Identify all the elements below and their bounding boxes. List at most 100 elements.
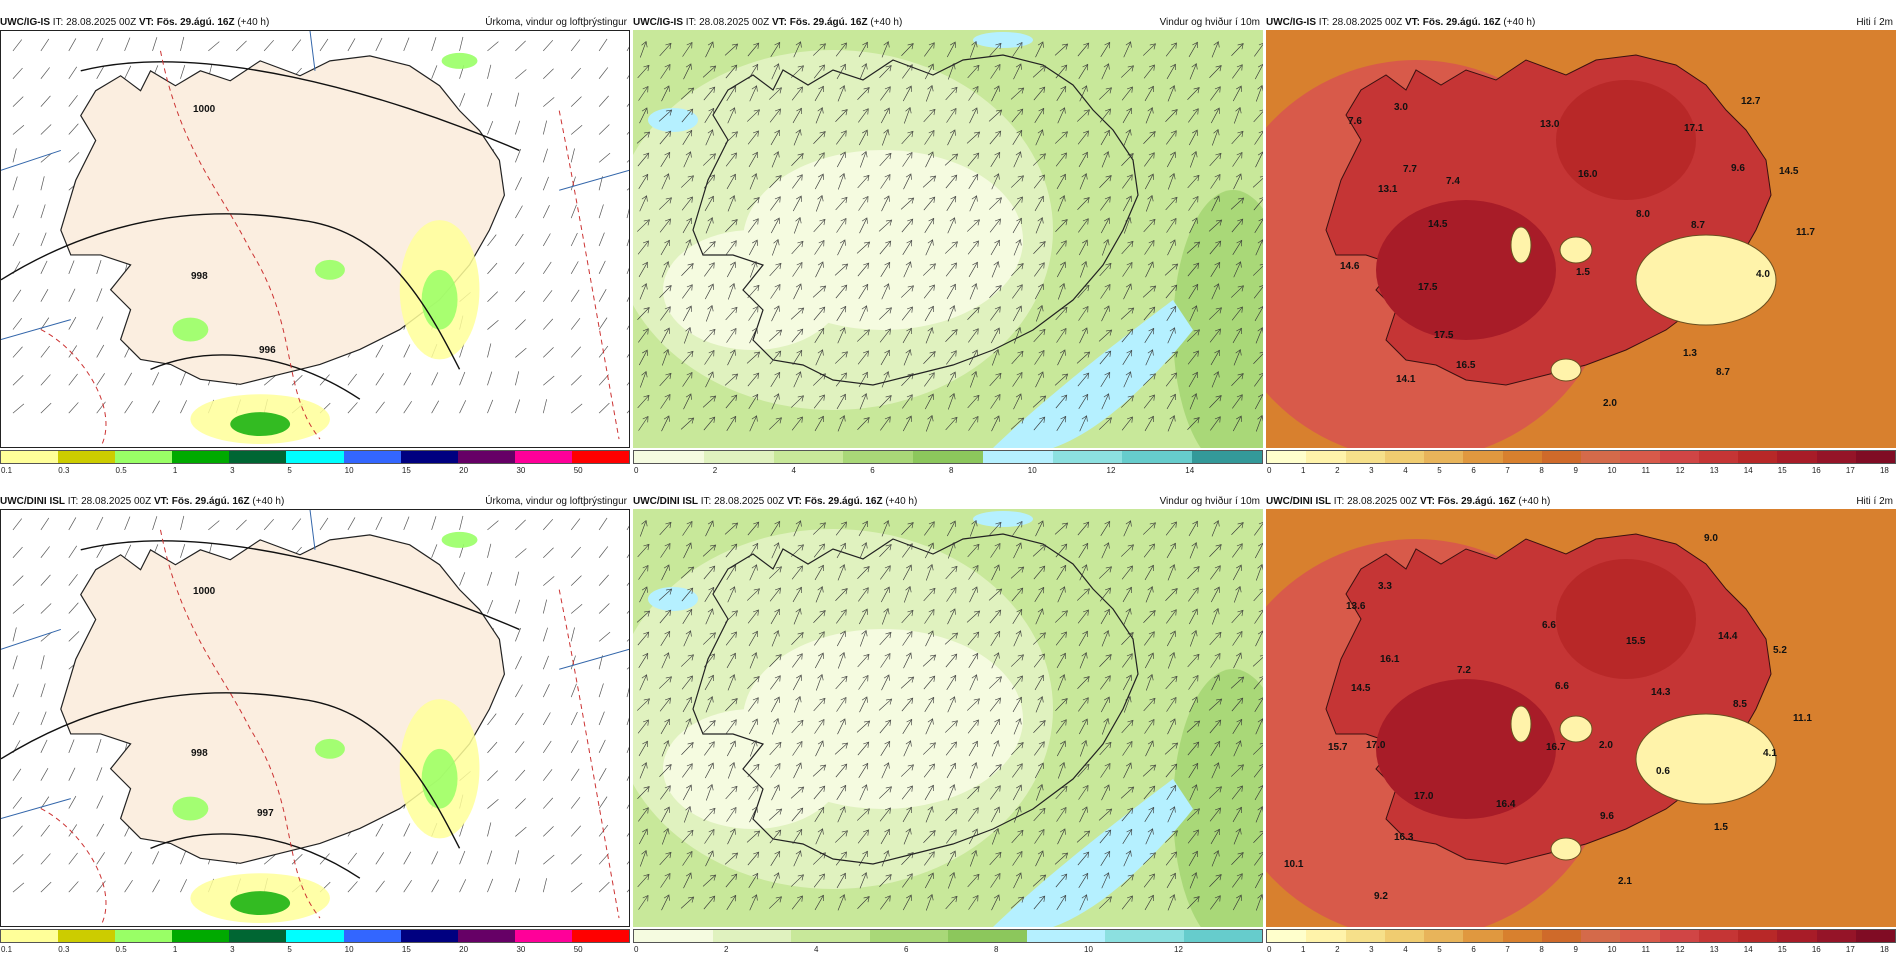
colorbar — [633, 929, 1263, 943]
colorbar-tick-label: 15 — [401, 466, 411, 475]
colorbar-tick-label: 3 — [230, 466, 235, 475]
colorbar-swatch — [1105, 930, 1184, 942]
colorbar — [0, 929, 630, 943]
map-value-label: 4.1 — [1763, 748, 1777, 759]
valid-time: VT: Fös. 29.ágú. 16Z — [1419, 496, 1516, 507]
colorbar-swatch — [1122, 451, 1193, 463]
colorbar-swatch — [1, 930, 59, 942]
colorbar-tick-label: 5 — [287, 466, 292, 475]
wind-arrows — [636, 519, 1263, 911]
colorbar-swatch — [400, 451, 458, 463]
map-value-label: 16.3 — [1394, 832, 1414, 843]
colorbar-tick-label: 8 — [1539, 945, 1544, 954]
model-name: UWC/IG-IS — [1266, 17, 1316, 28]
colorbar-swatch — [1384, 451, 1424, 463]
map-canvas — [1266, 30, 1896, 448]
map-value-label: 13.0 — [1540, 119, 1560, 130]
model-name: UWC/DINI ISL — [633, 496, 698, 507]
map-value-label: 14.6 — [1340, 261, 1360, 272]
colorbar-tick-label: 13 — [1709, 945, 1719, 954]
colorbar-tick-label: 0.1 — [1, 945, 13, 954]
colorbar-swatch — [1855, 930, 1895, 942]
colorbar-swatch — [115, 451, 173, 463]
colorbar-tick-label: 4 — [1403, 945, 1408, 954]
colorbar-tick-label: 7 — [1505, 466, 1510, 475]
map-value-label: 8.7 — [1691, 220, 1705, 231]
map-value-label: 3.0 — [1394, 102, 1408, 113]
colorbar-ticks: 0 2 4 6 8 10 12 — [633, 945, 1263, 955]
valid-time: VT: Fös. 29.ágú. 16Z — [786, 496, 883, 507]
map-value-label: 2.0 — [1599, 740, 1613, 751]
glacier-vatnajokull — [1635, 234, 1777, 326]
colorbar-swatch — [1816, 451, 1856, 463]
colorbar-swatch — [1267, 451, 1307, 463]
map-value-label: 2.1 — [1618, 876, 1632, 887]
init-time: IT: 28.08.2025 00Z — [67, 496, 152, 507]
map-value-label: 9.6 — [1731, 163, 1745, 174]
precip-areas — [172, 52, 480, 445]
colorbar-swatch — [1345, 451, 1385, 463]
colorbar-tick-label: 8 — [949, 466, 954, 475]
model-name: UWC/IG-IS — [633, 17, 683, 28]
colorbar-swatch — [1541, 930, 1581, 942]
colorbar-ticks: 0 1 2 3 4 5 6 7 8 9 10 11 12 13 14 15 16 17 18 — [1266, 466, 1896, 476]
map-value-label: 15.5 — [1626, 636, 1646, 647]
colorbar-tick-label: 3 — [1369, 945, 1374, 954]
lead-time: (+40 h) — [885, 496, 918, 507]
map-value-label: 0.6 — [1656, 766, 1670, 777]
model-name: UWC/IG-IS — [0, 17, 50, 28]
colorbar-swatch — [634, 930, 713, 942]
map-value-label: 5.2 — [1773, 645, 1787, 656]
map-value-label: 8.5 — [1733, 699, 1747, 710]
colorbar-swatch — [343, 930, 401, 942]
lead-time: (+40 h) — [237, 17, 270, 28]
forecast-panel-precip: UWC/DINI ISL IT: 28.08.2025 00Z VT: Fös.… — [0, 495, 630, 955]
map-value-label: 17.5 — [1434, 330, 1454, 341]
colorbar-tick-label: 17 — [1845, 945, 1855, 954]
colorbar-tick-label: 7 — [1505, 945, 1510, 954]
map-value-label: 11.1 — [1793, 713, 1812, 724]
map-value-label: 1.5 — [1576, 267, 1590, 278]
colorbar-swatch — [1581, 930, 1621, 942]
colorbar-tick-label: 10 — [1607, 945, 1617, 954]
map-value-label: 14.1 — [1396, 374, 1416, 385]
precip-areas — [172, 531, 480, 924]
model-name: UWC/DINI ISL — [1266, 496, 1331, 507]
colorbar-swatch — [172, 451, 230, 463]
map-value-label: 13.6 — [1346, 601, 1366, 612]
colorbar-swatch — [286, 451, 344, 463]
isobars — [1, 540, 520, 879]
colorbar-tick-label: 3 — [230, 945, 235, 954]
lead-time: (+40 h) — [1503, 17, 1536, 28]
colorbar-tick-label: 0.3 — [58, 466, 70, 475]
colorbar-tick-label: 16 — [1811, 466, 1821, 475]
colorbar-tick-label: 2 — [712, 466, 718, 475]
map-value-label: 16.1 — [1380, 654, 1400, 665]
colorbar — [1266, 450, 1896, 464]
colorbar-swatch — [1659, 930, 1699, 942]
map-value-label: 14.3 — [1651, 687, 1671, 698]
map-canvas — [633, 30, 1263, 448]
colorbar-swatch — [1581, 451, 1621, 463]
colorbar-swatch — [457, 451, 515, 463]
panel-header: UWC/DINI ISL IT: 28.08.2025 00Z VT: Fös.… — [633, 495, 1263, 509]
colorbar-ticks: 0.1 0.3 0.5 1 3 5 10 15 20 30 50 — [0, 466, 630, 476]
colorbar-tick-label: 0.5 — [115, 466, 127, 475]
colorbar-swatch — [343, 451, 401, 463]
colorbar-tick-label: 4 — [791, 466, 796, 475]
colorbar-tick-label: 17 — [1845, 466, 1855, 475]
colorbar-swatch — [1855, 451, 1895, 463]
colorbar-swatch — [1052, 451, 1123, 463]
valid-time: VT: Fös. 29.ágú. 16Z — [771, 17, 868, 28]
map-value-label: 9.0 — [1704, 533, 1718, 544]
colorbar-swatch — [948, 930, 1027, 942]
colorbar-tick-label: 3 — [1369, 466, 1374, 475]
colorbar-tick-label: 14 — [1743, 945, 1753, 954]
colorbar-tick-label: 1 — [172, 466, 178, 475]
map-value-label: 17.0 — [1366, 740, 1386, 751]
colorbar-swatch — [1183, 930, 1262, 942]
panel-title: Úrkoma, vindur og loftþrýstingur — [485, 17, 627, 28]
panel-header: UWC/DINI ISL IT: 28.08.2025 00Z VT: Fös.… — [0, 495, 630, 509]
colorbar — [0, 450, 630, 464]
colorbar-swatch — [229, 451, 287, 463]
